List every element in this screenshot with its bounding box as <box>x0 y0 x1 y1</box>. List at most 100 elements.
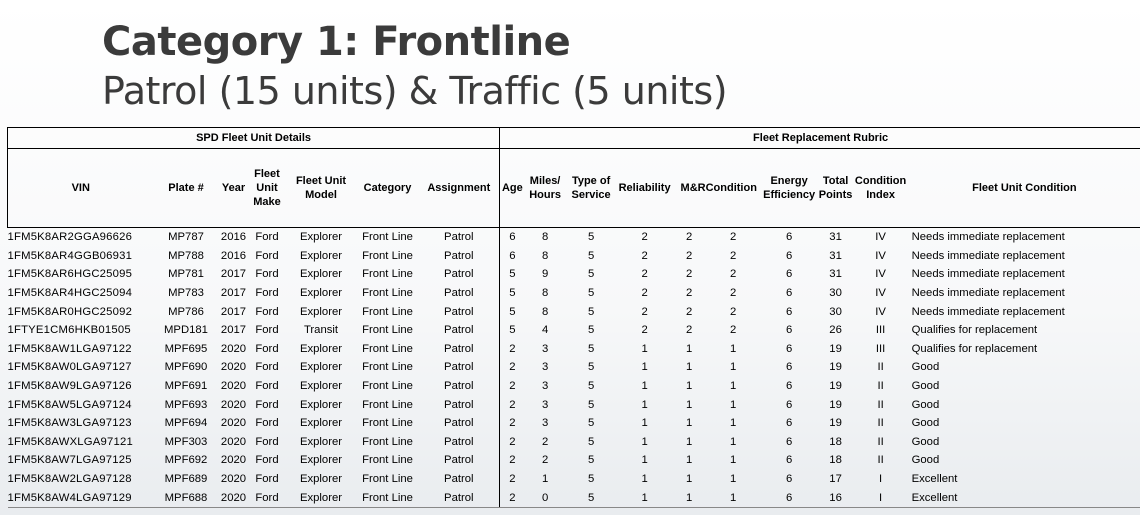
col-reliability-cell: 1 <box>641 342 648 355</box>
col-reliability-cell: 2 <box>641 249 648 262</box>
col-category-cell: Front Line <box>362 454 413 467</box>
col-vin-cell: 1FM5K8AR6HGC25095 <box>7 268 133 281</box>
col-condition-cell: 1 <box>705 488 761 508</box>
col-year-cell: 2020 <box>218 488 249 508</box>
col-miles-hours-cell: 3 <box>541 342 549 355</box>
col-year-cell: 2017 <box>220 324 247 337</box>
col-assignment-cell: Patrol <box>418 432 501 452</box>
col-total-points-cell: 17 <box>829 473 842 486</box>
col-plate-cell: MPF303 <box>164 435 208 448</box>
col-make-cell: Ford <box>255 287 279 300</box>
col-energy-efficiency-cell: 6 <box>785 435 793 448</box>
col-category-cell: Front Line <box>362 417 413 430</box>
col-model-cell: Explorer <box>299 454 343 467</box>
col-category-cell: Front Line <box>362 231 413 244</box>
table-row: 1FM5K8AW7LGA97125 MPF692 2020 Ford Explorer F… <box>8 451 1140 470</box>
col-type-of-service-cell: 5 <box>587 454 595 467</box>
col-type-of-service-cell: 5 <box>587 249 595 262</box>
col-fleet-unit-condition-cell: Good <box>907 358 1140 377</box>
col-type-of-service-cell: 5 <box>587 398 595 411</box>
col-age-cell: 6 <box>509 231 516 244</box>
col-mr-cell: 2 <box>685 268 693 281</box>
col-energy-efficiency-cell: 6 <box>785 398 793 411</box>
col-age-cell: 2 <box>509 361 516 374</box>
col-make-cell: Ford <box>255 249 279 262</box>
col-total-points-cell: 19 <box>829 342 842 355</box>
col-make-cell: Ford <box>255 398 279 411</box>
col-model-header: Fleet Unit Model <box>285 148 357 228</box>
fleet-table: SPD Fleet Unit Details Fleet Replacement… <box>6 127 1140 508</box>
col-fleet-unit-condition-cell: Good <box>907 376 1140 396</box>
col-model-cell: Explorer <box>299 249 343 262</box>
col-model-cell: Explorer <box>299 361 343 374</box>
col-condition-index-cell: II <box>877 380 884 393</box>
table-body: 1FM5K8AR2GGA96626 MP787 2016 Ford Explorer Fr… <box>7 227 1140 508</box>
col-assignment-cell: Patrol <box>418 488 501 508</box>
col-mr-cell: 2 <box>685 249 693 262</box>
col-type-of-service-cell: 5 <box>587 305 595 318</box>
col-vin-cell: 1FM5K8AW5LGA97124 <box>7 398 132 411</box>
col-plate-cell: MP788 <box>168 249 204 262</box>
table-row: 1FM5K8AR2GGA96626 MP787 2016 Ford Explorer Fr… <box>8 227 1140 247</box>
col-make-cell: Ford <box>248 488 286 508</box>
col-year-cell: 2020 <box>220 435 247 448</box>
col-total-points-cell: 31 <box>829 249 842 262</box>
col-age-cell: 5 <box>509 268 516 281</box>
col-reliability-cell: 1 <box>641 417 648 430</box>
col-model-cell: Explorer <box>299 268 343 281</box>
col-energy-efficiency-cell: 6 <box>785 342 793 355</box>
col-reliability-cell: 1 <box>641 380 648 393</box>
col-category-cell: Front Line <box>362 249 413 262</box>
col-condition-index-cell: II <box>877 454 884 467</box>
col-fleet-unit-condition-cell: Good <box>907 413 1140 433</box>
col-reliability-cell: 1 <box>641 454 648 467</box>
col-total-points-cell: 18 <box>829 454 842 467</box>
table-row: 1FM5K8AW4LGA97129 MPF688 2020 Ford Explorer F… <box>7 488 1140 508</box>
col-category-cell: Front Line <box>362 305 413 318</box>
col-mr-header: M&R <box>672 148 706 228</box>
col-reliability-cell: 1 <box>641 473 648 486</box>
col-mr-cell: 1 <box>685 417 693 430</box>
slide-subtitle: Patrol (15 units) & Traffic (5 units) <box>102 69 728 113</box>
col-miles-hours-cell: 1 <box>541 473 549 486</box>
col-miles-hours-cell: 3 <box>541 361 549 374</box>
col-category-cell: Front Line <box>362 435 413 448</box>
col-miles-hours-cell: 8 <box>541 231 549 244</box>
col-make-cell: Ford <box>255 417 279 430</box>
col-assignment-cell: Patrol <box>418 283 501 303</box>
col-total-points-cell: 26 <box>829 324 842 337</box>
col-plate-cell: MPF695 <box>164 342 208 355</box>
col-assignment-cell: Patrol <box>418 302 501 321</box>
col-condition-index-cell: IV <box>875 249 886 262</box>
col-condition-cell: 2 <box>729 249 737 262</box>
col-total-points-cell: 19 <box>829 417 842 430</box>
col-mr-cell: 2 <box>685 287 693 300</box>
col-type-of-service-cell: 5 <box>587 473 595 486</box>
col-mr-cell: 1 <box>685 435 693 448</box>
table-row: 1FM5K8AR0HGC25092 MP786 2017 Ford Explorer Fr… <box>8 302 1140 321</box>
col-make-cell: Ford <box>255 305 279 318</box>
col-energy-efficiency-cell: 6 <box>785 231 793 244</box>
col-fleet-unit-condition-cell: Needs immediate replacement <box>907 246 1140 266</box>
col-year-header: Year <box>218 148 249 228</box>
col-vin-cell: 1FM5K8AW3LGA97123 <box>7 417 132 430</box>
col-age-cell: 2 <box>509 435 516 448</box>
col-assignment-cell: Patrol <box>418 246 501 266</box>
col-type-of-service-cell: 5 <box>587 231 595 244</box>
col-fleet-unit-condition-cell: Needs immediate replacement <box>907 283 1140 303</box>
col-type-of-service-cell: 5 <box>587 268 595 281</box>
col-plate-cell: MPF689 <box>164 473 208 486</box>
col-category-cell: Front Line <box>362 287 413 300</box>
col-reliability-cell: 1 <box>616 488 673 508</box>
col-condition-cell: 2 <box>729 324 737 337</box>
col-type-of-service-cell: 5 <box>587 287 595 300</box>
col-condition-index-cell: IV <box>875 287 886 300</box>
col-vin-cell: 1FM5K8AW7LGA97125 <box>7 454 132 467</box>
col-energy-efficiency-cell: 6 <box>785 305 793 318</box>
col-make-cell: Ford <box>255 454 279 467</box>
col-fleet-unit-condition-cell: Good <box>907 432 1140 452</box>
col-condition-index-cell: II <box>877 398 884 411</box>
col-assignment-cell: Patrol <box>418 339 501 359</box>
col-category-cell: Front Line <box>362 342 413 355</box>
col-fleet-unit-condition-cell: Qualifies for replacement <box>907 320 1140 340</box>
